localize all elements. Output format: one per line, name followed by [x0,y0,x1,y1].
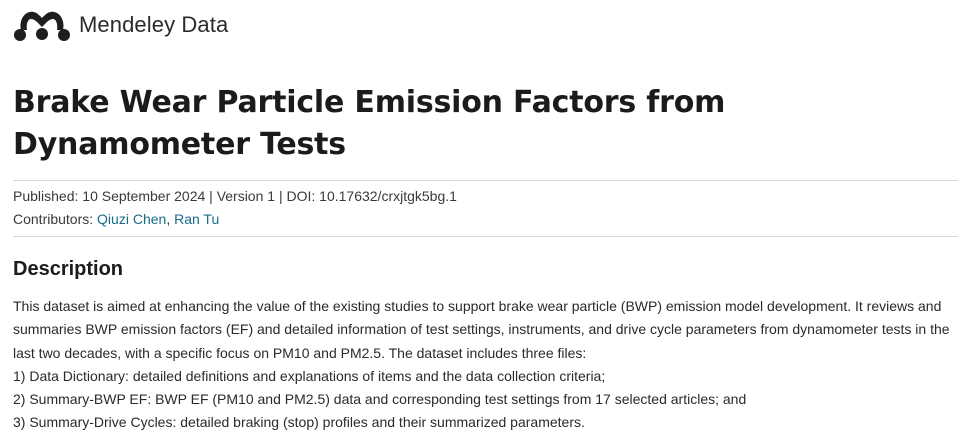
published-date: 10 September 2024 [82,188,206,204]
brand-header[interactable]: Mendeley Data [13,8,228,42]
contributors-label: Contributors: [13,211,94,227]
contributor-link[interactable]: Qiuzi Chen [97,211,167,227]
contributors-info: Contributors: Qiuzi Chen, Ran Tu [13,209,219,229]
separator: | [278,188,283,204]
brand-name: Mendeley Data [79,12,229,37]
description-item: 3) Summary-Drive Cycles: detailed brakin… [13,414,585,431]
publication-info: Published: 10 September 2024 | Version 1… [13,186,457,206]
description-heading: Description [13,258,124,280]
title-divider [13,180,958,181]
mendeley-logo-icon [14,11,70,41]
doi-label: DOI: [286,188,316,204]
description-item: 1) Data Dictionary: detailed definitions… [13,367,606,384]
contributor-comma: , [166,211,171,227]
separator: | [209,188,213,204]
contributor-link[interactable]: Ran Tu [174,211,220,227]
description-paragraph: This dataset is aimed at enhancing the v… [13,298,950,361]
version-label: Version 1 [216,188,276,204]
description-item: 2) Summary-BWP EF: BWP EF (PM10 and PM2.… [13,391,747,408]
dataset-title: Brake Wear Particle Emission Factors fro… [13,85,726,162]
doi-value: 10.17632/crxjtgk5bg.1 [319,188,457,204]
description-body: This dataset is aimed at enhancing the v… [13,295,961,435]
published-label: Published: [13,188,79,204]
meta-divider [13,236,958,237]
